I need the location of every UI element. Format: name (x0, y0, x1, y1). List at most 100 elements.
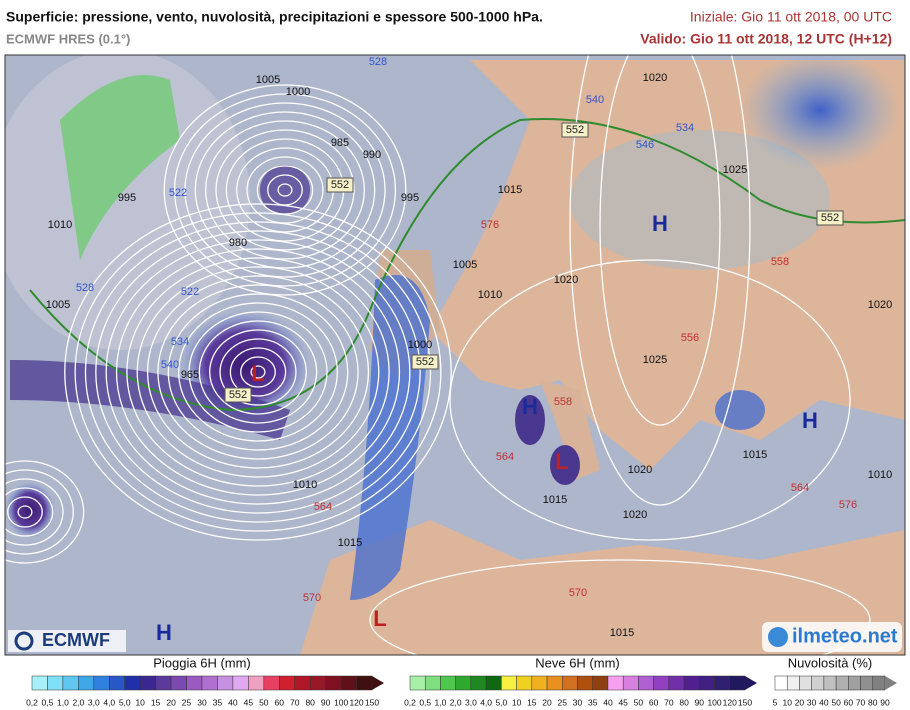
legend-swatch (294, 675, 311, 691)
legend-swatch (356, 675, 373, 691)
warm-label: 564 (314, 501, 332, 513)
legend-swatch (424, 675, 441, 691)
high: H (522, 394, 538, 419)
cloud-area (570, 130, 830, 270)
legend-tick-label: 25 (182, 697, 192, 707)
legend-swatch (232, 675, 249, 691)
warm-label: 570 (303, 592, 321, 604)
legend-tick-label: 20 (166, 697, 176, 707)
legend-swatch (668, 675, 685, 691)
legend-tick-label: 20 (795, 697, 805, 707)
legend-title: Neve 6H (mm) (535, 655, 620, 670)
isobar (267, 174, 303, 206)
high: H (156, 620, 172, 645)
land-africa (300, 520, 905, 655)
valid-time: Valido: Gio 11 ott 2018, 12 UTC (H+12) (640, 31, 892, 47)
isobar (7, 496, 43, 528)
isobar (167, 293, 349, 451)
title: Superficie: pressione, vento, nuvolosità… (6, 9, 543, 25)
pressure-label: 1000 (286, 86, 310, 98)
pressure-label: 1005 (256, 74, 280, 86)
logo-bg (762, 622, 902, 652)
legend-swatch (683, 675, 700, 691)
legend-swatch (638, 675, 654, 691)
legend-swatch (823, 675, 837, 691)
legend-tick-label: 5,0 (119, 697, 131, 707)
legend-swatch (872, 675, 886, 691)
label-box (816, 210, 844, 226)
label-box (224, 387, 252, 403)
isobar (136, 266, 380, 478)
legend-tick-label: 30 (807, 697, 817, 707)
isobar (277, 183, 293, 197)
legend-tick-label: 90 (695, 697, 705, 707)
isobar (126, 257, 390, 487)
low: L (373, 606, 386, 631)
legend-swatch (409, 675, 426, 691)
legend-swatch (155, 675, 172, 691)
isobar (17, 505, 33, 519)
legend-tick-label: 70 (290, 697, 300, 707)
legend-swatch (546, 675, 563, 691)
isobar (157, 284, 359, 460)
legend-swatch (860, 675, 874, 691)
legend-tick-label: 25 (558, 697, 568, 707)
legend-swatch (325, 675, 342, 691)
pressure-label: 1000 (408, 339, 432, 351)
legend-tick-label: 100 (707, 697, 721, 707)
legend-swatch (62, 675, 79, 691)
pressure-label: 1005 (453, 259, 477, 271)
legend-title: Nuvolosità (%) (788, 655, 873, 670)
logo-icon (14, 631, 34, 651)
isobar (95, 230, 421, 514)
legend-tick-label: 45 (618, 697, 628, 707)
pressure-label: 980 (229, 237, 247, 249)
boxed-label: 552 (821, 212, 839, 224)
legend-tick-label: 45 (244, 697, 254, 707)
legend-tick-label: 120 (723, 697, 737, 707)
isobar (250, 365, 266, 379)
isobar (209, 329, 307, 415)
isobar (204, 120, 365, 260)
warm-label: 570 (569, 587, 587, 599)
legend-tick-label: 2,0 (450, 697, 462, 707)
pressure-label: 995 (401, 192, 419, 204)
isobar (177, 302, 338, 442)
legend-swatch (786, 675, 800, 691)
boxed-label: 552 (566, 124, 584, 136)
isobars (5, 55, 871, 655)
logo-ilmeteo: ilmeteo.net (792, 625, 898, 647)
legend-swatch (93, 675, 110, 691)
isobar (229, 347, 287, 397)
pressure-label: 1010 (478, 289, 502, 301)
legend-tick-label: 10 (135, 697, 145, 707)
legend-swatch (653, 675, 670, 691)
legend-swatch (607, 675, 624, 691)
pressure-label: 1015 (743, 449, 767, 461)
logo-ecmwf: ECMWF (42, 630, 110, 650)
legend-tick-label: 3,0 (465, 697, 477, 707)
legend-tick-label: 35 (588, 697, 598, 707)
legend-tick-label: 90 (321, 697, 331, 707)
isobar (449, 259, 851, 541)
legend-arrow (745, 676, 757, 690)
legend-tick-label: 80 (305, 697, 315, 707)
pressure-label: 965 (181, 369, 199, 381)
boxed-label: 552 (416, 356, 434, 368)
legend-tick-label: 0,5 (419, 697, 431, 707)
legend-tick-label: 70 (664, 697, 674, 707)
legend-tick-label: 40 (819, 697, 829, 707)
thickness-label: 528 (76, 282, 94, 294)
boxed-label: 552 (331, 179, 349, 191)
isobar (5, 460, 85, 564)
legend-tick-label: 4,0 (480, 697, 492, 707)
pressure-label: 985 (331, 137, 349, 149)
pressure-label: 1020 (628, 464, 652, 476)
map: 1005 1000 995 980 1010 1005 995 1005 1010 1015 102… (5, 55, 905, 655)
isobar (256, 165, 314, 215)
warm-label: 558 (554, 396, 572, 408)
legend-tick-label: 50 (259, 697, 269, 707)
thickness-label: 540 (586, 94, 604, 106)
legend-tick-label: 40 (603, 697, 613, 707)
